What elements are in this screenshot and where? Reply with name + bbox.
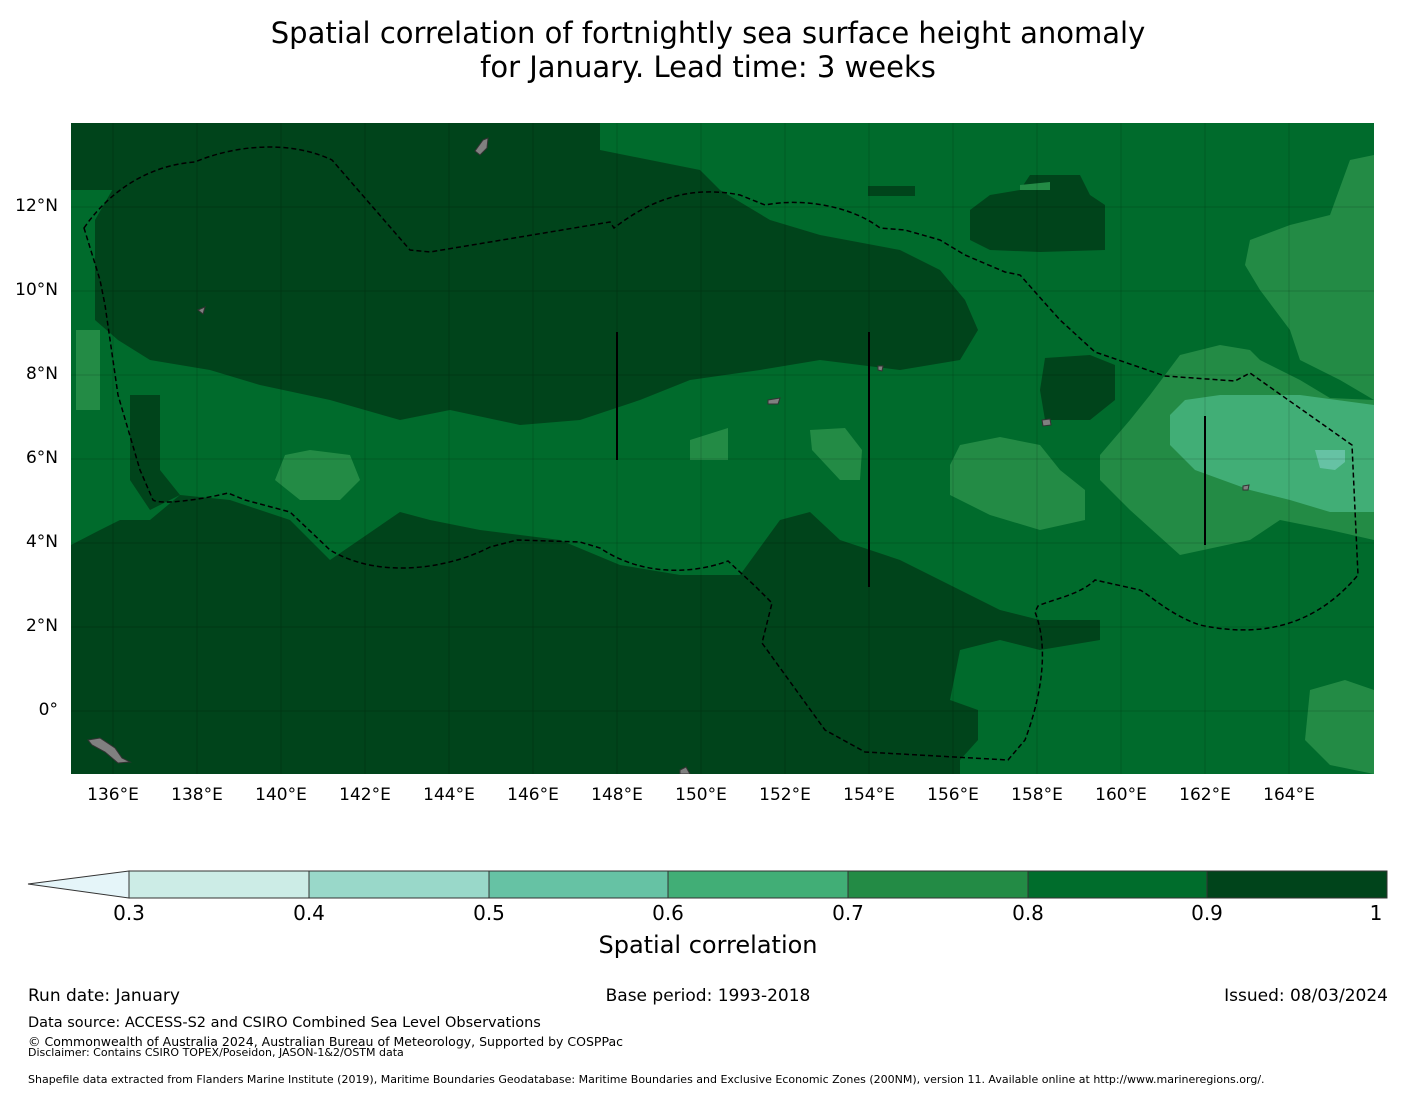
field-dark-west-strip bbox=[335, 123, 390, 160]
field-mid-c bbox=[810, 428, 862, 480]
title-line-2: for January. Lead time: 3 weeks bbox=[480, 50, 936, 84]
x-tick-label: 148°E bbox=[591, 785, 643, 805]
colorbar-bin-0.6-0.7 bbox=[667, 870, 849, 899]
colorbar-tick: 0.7 bbox=[832, 901, 864, 925]
field-mid-west bbox=[76, 330, 100, 410]
data-source: Data source: ACCESS-S2 and CSIRO Combine… bbox=[28, 1015, 541, 1031]
field-dark-ne-blob bbox=[970, 175, 1105, 252]
x-tick-label: 144°E bbox=[423, 785, 475, 805]
field-mid-e bbox=[1020, 182, 1050, 190]
field-dark-north bbox=[95, 123, 978, 425]
colorbar-bin-0.3-0.4 bbox=[128, 870, 310, 899]
field-dark-west-column bbox=[130, 395, 180, 510]
field-mid-se bbox=[1305, 680, 1374, 774]
colorbar-tick: 0.9 bbox=[1191, 901, 1223, 925]
field-dark-ne-small bbox=[868, 186, 915, 196]
colorbar-tick: 0.6 bbox=[652, 901, 684, 925]
colorbar-bin-0.8-0.9 bbox=[1027, 870, 1208, 899]
y-tick-label: 0° bbox=[38, 700, 58, 720]
colorbar bbox=[27, 870, 1388, 899]
land-manus bbox=[679, 766, 691, 774]
land-chuuk bbox=[767, 397, 781, 405]
x-tick-label: 162°E bbox=[1179, 785, 1231, 805]
colorbar-bin-0.4-0.5 bbox=[308, 870, 490, 899]
x-tick-label: 140°E bbox=[255, 785, 307, 805]
field-mid-ne bbox=[1245, 155, 1374, 400]
field-dark-south bbox=[71, 495, 1100, 774]
issued-date: Issued: 08/03/2024 bbox=[1224, 986, 1388, 1006]
y-tick-label: 4°N bbox=[25, 532, 58, 552]
land-island-w bbox=[197, 306, 206, 315]
field-mid-a bbox=[275, 450, 360, 500]
field-dark-top-right bbox=[490, 123, 600, 135]
land-island-a bbox=[877, 365, 884, 372]
colorbar-bin-0.5-0.6 bbox=[488, 870, 669, 899]
chart-title: Spatial correlation of fortnightly sea s… bbox=[0, 16, 1416, 84]
y-tick-label: 8°N bbox=[25, 364, 58, 384]
y-tick-label: 2°N bbox=[25, 616, 58, 636]
field-mid-d bbox=[950, 437, 1085, 530]
land-new-guinea bbox=[87, 737, 132, 764]
base-period: Base period: 1993-2018 bbox=[605, 986, 811, 1006]
title-line-1: Spatial correlation of fortnightly sea s… bbox=[270, 16, 1146, 50]
colorbar-tick: 1 bbox=[1369, 901, 1383, 925]
field-dark-e-blob bbox=[1040, 355, 1115, 420]
x-tick-label: 138°E bbox=[171, 785, 223, 805]
x-tick-label: 154°E bbox=[843, 785, 895, 805]
y-tick-label: 10°N bbox=[15, 280, 58, 300]
colorbar-bin-0.7-0.8 bbox=[847, 870, 1029, 899]
colorbar-tick: 0.5 bbox=[473, 901, 505, 925]
land-kosrae bbox=[1242, 484, 1250, 491]
boundary-lines bbox=[616, 332, 1206, 587]
eez-boundaries bbox=[83, 146, 1359, 761]
disclaimer: Disclaimer: Contains CSIRO TOPEX/Poseido… bbox=[28, 1046, 404, 1059]
colorbar-label: Spatial correlation bbox=[598, 931, 818, 959]
colorbar-extend-arrow bbox=[27, 870, 130, 899]
shapefile-credit: Shapefile data extracted from Flanders M… bbox=[28, 1073, 1265, 1086]
x-tick-label: 142°E bbox=[339, 785, 391, 805]
field-mid-b bbox=[690, 428, 728, 460]
x-tick-label: 136°E bbox=[87, 785, 139, 805]
colorbar-tick: 0.8 bbox=[1012, 901, 1044, 925]
x-tick-label: 160°E bbox=[1095, 785, 1147, 805]
correlation-field bbox=[71, 123, 1374, 774]
x-tick-label: 164°E bbox=[1263, 785, 1315, 805]
field-dark-north-top bbox=[71, 123, 118, 190]
colorbar-bin-0.9-1 bbox=[1206, 870, 1388, 899]
y-tick-label: 6°N bbox=[25, 448, 58, 468]
eez-palau bbox=[83, 146, 1359, 761]
x-tick-label: 158°E bbox=[1011, 785, 1063, 805]
x-tick-label: 150°E bbox=[675, 785, 727, 805]
y-tick-label: 12°N bbox=[15, 196, 58, 216]
graticule bbox=[71, 123, 1374, 774]
field-lighter-east bbox=[1315, 450, 1345, 470]
x-tick-label: 146°E bbox=[507, 785, 559, 805]
land bbox=[87, 137, 1250, 774]
x-tick-label: 156°E bbox=[927, 785, 979, 805]
colorbar-tick: 0.3 bbox=[113, 901, 145, 925]
land-pohnpei bbox=[1041, 418, 1052, 427]
land-guam bbox=[474, 137, 489, 156]
copyright: © Commonwealth of Australia 2024, Austra… bbox=[28, 1034, 623, 1049]
colorbar-tick: 0.4 bbox=[293, 901, 325, 925]
run-date: Run date: January bbox=[28, 986, 180, 1006]
x-tick-label: 152°E bbox=[759, 785, 811, 805]
